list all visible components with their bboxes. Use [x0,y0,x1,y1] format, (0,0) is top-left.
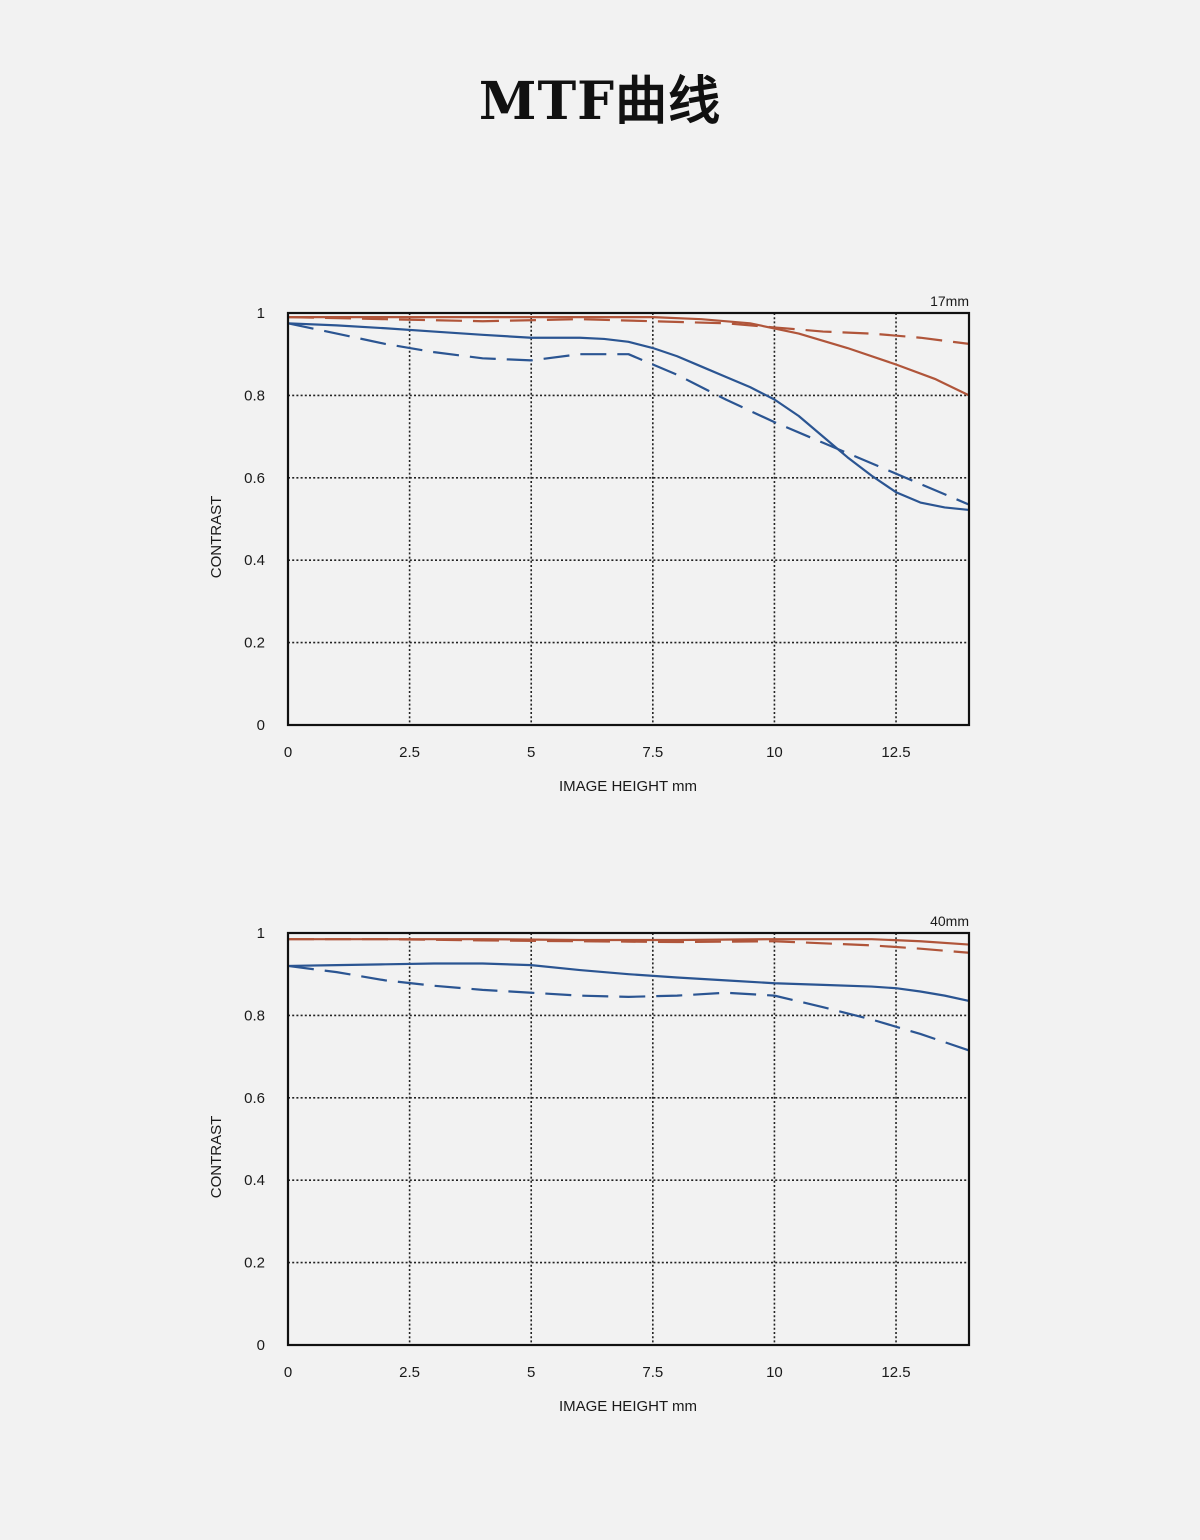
x-tick-label: 7.5 [642,744,663,761]
page-title: MTF曲线 [478,71,722,132]
x-tick-label: 5 [527,1364,535,1381]
y-tick-label: 0 [257,717,265,734]
x-tick-label: 10 [766,744,783,761]
y-tick-label: 0.8 [244,387,265,404]
series-line-4 [287,322,970,506]
x-tick-label: 0 [284,744,292,761]
series-line-4 [287,964,970,1052]
x-tick-label: 2.5 [399,1364,420,1381]
y-tick-label: 0.2 [244,635,265,652]
x-tick-label: 10 [766,1364,783,1381]
chart-title: 40mm [930,913,969,929]
y-tick-label: 1 [257,925,265,942]
y-tick-label: 0.8 [244,1007,265,1024]
y-tick-label: 0.6 [244,470,265,487]
x-axis-label: IMAGE HEIGHT mm [559,778,697,795]
y-axis-label: CONTRAST [208,496,225,579]
y-tick-label: 0.6 [244,1090,265,1107]
x-tick-label: 0 [284,1364,292,1381]
y-tick-label: 1 [257,305,265,322]
y-axis-label: CONTRAST [208,1116,225,1199]
x-tick-label: 5 [527,744,535,761]
x-tick-label: 12.5 [881,744,910,761]
x-tick-label: 2.5 [399,744,420,761]
series-line-2 [288,938,970,954]
y-tick-label: 0.2 [244,1255,265,1272]
y-tick-label: 0.4 [244,552,265,569]
mtf-chart-40mm: 0 0.2 0.4 0.6 0.8 1 0 2.5 5 7.5 10 12.5 IMAGE HEIGHT… [0,890,1200,1450]
y-tick-label: 0.4 [244,1172,265,1189]
y-tick-label: 0 [257,1337,265,1354]
x-tick-label: 12.5 [881,1364,910,1381]
x-tick-label: 7.5 [642,1364,663,1381]
plot-frame [286,311,971,727]
mtf-chart-17mm: 0 0.2 0.4 0.6 0.8 1 0 2.5 5 7.5 10 12.5 IMAGE HEIGHT… [0,270,1200,830]
series-line-3 [287,322,970,512]
x-axis-label: IMAGE HEIGHT mm [559,1398,697,1415]
series-line-3 [287,962,970,1003]
series-line-1 [288,316,970,397]
chart-title: 17mm [930,293,969,309]
plot-frame [286,931,971,1347]
series-line-1 [288,938,970,946]
series-line-2 [287,316,970,345]
